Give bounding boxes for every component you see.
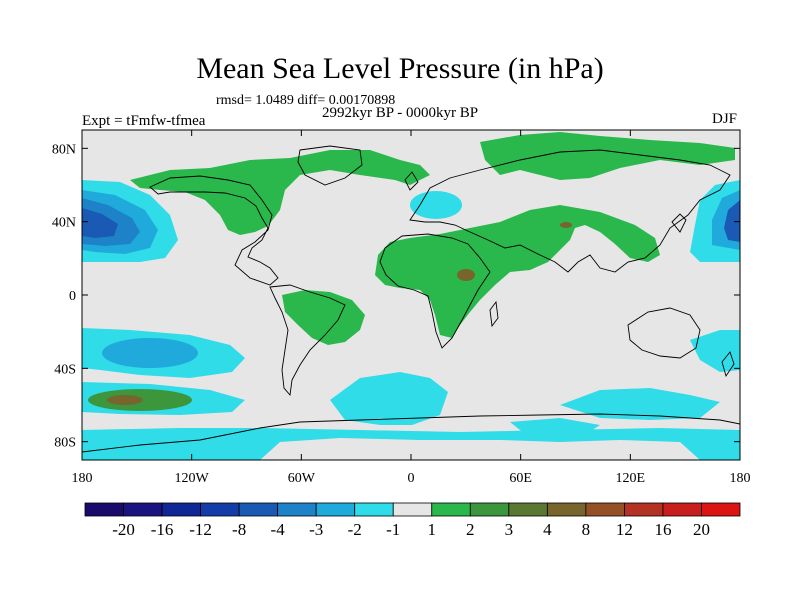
- colorbar-label: -8: [232, 520, 246, 539]
- longitude-axis: 180 120W 60W 0 60E 120E 180: [72, 130, 751, 486]
- colorbar-label: 8: [582, 520, 591, 539]
- colorbar-label: -1: [386, 520, 400, 539]
- latitude-axis: 80N 40N 0 40S 80S: [52, 142, 740, 451]
- colorbar-swatch: [315, 502, 356, 517]
- lon-tick-label: 180: [72, 471, 93, 486]
- colorbar: -20 -16 -12 -8 -4 -3 -2 -1 1 2 3 4 8 12 16 20: [84, 502, 741, 539]
- coastline-australia: [627, 307, 701, 359]
- north-pacific-low-right-core: [724, 200, 740, 242]
- colorbar-label: 3: [505, 520, 514, 539]
- coastline-new-zealand: [721, 351, 735, 378]
- lon-tick-label: 60E: [509, 471, 532, 486]
- colorbar-swatch: [392, 502, 433, 517]
- arctic-canada-region: [232, 172, 270, 195]
- coastline-north-america: [149, 175, 279, 286]
- coastline-antarctica: [82, 413, 740, 453]
- colorbar-swatch: [585, 502, 625, 517]
- arctic-eurasia-region: [480, 132, 735, 180]
- colorbar-label: 20: [693, 520, 710, 539]
- colorbar-label: -3: [309, 520, 323, 539]
- coastline-eurasia: [409, 149, 731, 273]
- map-title: Mean Sea Level Pressure (in hPa): [196, 52, 604, 85]
- lon-tick-label: 0: [408, 471, 415, 486]
- colorbar-label: -2: [348, 520, 362, 539]
- colorbar-label: -20: [112, 520, 135, 539]
- north-pacific-low-left-center: [82, 208, 118, 238]
- colorbar-swatch: [200, 502, 240, 517]
- colorbar-label: 2: [466, 520, 475, 539]
- colorbar-label: -12: [189, 520, 212, 539]
- lat-tick-label: 0: [69, 289, 76, 304]
- colorbar-swatch: [508, 502, 548, 517]
- colorbar-label: 12: [616, 520, 633, 539]
- colorbar-swatch: [238, 502, 279, 517]
- map-plot-area: [82, 130, 740, 460]
- lat-tick-label: 80N: [52, 142, 76, 157]
- south-indian-low: [560, 388, 720, 420]
- lat-tick-label: 80S: [54, 436, 76, 451]
- antarctic-margin-east: [510, 418, 600, 438]
- southern-ocean-brown-core: [107, 395, 143, 405]
- negative-anomaly-regions: [82, 180, 740, 460]
- colorbar-swatch: [624, 502, 664, 517]
- africa-asia-region: [375, 205, 660, 338]
- lat-tick-label: 40N: [52, 216, 76, 231]
- colorbar-label: 16: [654, 520, 671, 539]
- coastline-south-america: [269, 284, 346, 397]
- south-pacific-low-core: [102, 338, 198, 368]
- colorbar-swatch: [546, 502, 587, 517]
- lon-tick-label: 120W: [175, 471, 210, 486]
- south-atlantic-low: [330, 372, 448, 425]
- colorbar-swatch: [662, 502, 702, 517]
- time-period-label: 2992kyr BP - 0000kyr BP: [322, 105, 479, 121]
- positive-anomaly-regions: [130, 132, 735, 345]
- colorbar-swatch: [161, 502, 201, 517]
- north-atlantic-greenland-region: [130, 150, 430, 235]
- coastline-greenland: [297, 145, 363, 186]
- lon-tick-label: 60W: [288, 471, 316, 486]
- colorbar-swatch: [469, 502, 510, 517]
- coastline-japan: [671, 213, 687, 233]
- experiment-label: Expt = tFmfw-tfmea: [82, 113, 206, 129]
- colorbar-swatch: [277, 502, 317, 517]
- south-america-atlantic-region: [282, 290, 365, 345]
- rmsd-diff-stats: rmsd= 1.0489 diff= 0.00170898: [216, 93, 396, 108]
- lat-tick-label: 40S: [54, 362, 76, 377]
- colorbar-swatch: [431, 502, 471, 517]
- brown-spot-africa: [457, 269, 475, 281]
- coastline-africa: [379, 233, 491, 349]
- colorbar-label: 1: [428, 520, 437, 539]
- colorbar-label: 4: [543, 520, 552, 539]
- colorbar-swatch: [701, 502, 741, 517]
- lon-tick-label: 120E: [616, 471, 646, 486]
- coastlines: [82, 145, 740, 453]
- brown-spot-asia: [560, 222, 572, 228]
- colorbar-swatch: [354, 502, 394, 517]
- colorbar-label: -4: [271, 520, 286, 539]
- mediterranean-low: [410, 191, 462, 219]
- coastline-british-isles: [404, 171, 419, 191]
- season-label: DJF: [712, 111, 738, 127]
- colorbar-swatch: [84, 502, 124, 517]
- south-pacific-east-low: [690, 330, 740, 372]
- colorbar-label: -16: [151, 520, 174, 539]
- coastline-madagascar: [489, 300, 499, 328]
- antarctic-margin-neutral: [260, 438, 700, 460]
- colorbar-swatch: [123, 502, 163, 517]
- lon-tick-label: 180: [730, 471, 751, 486]
